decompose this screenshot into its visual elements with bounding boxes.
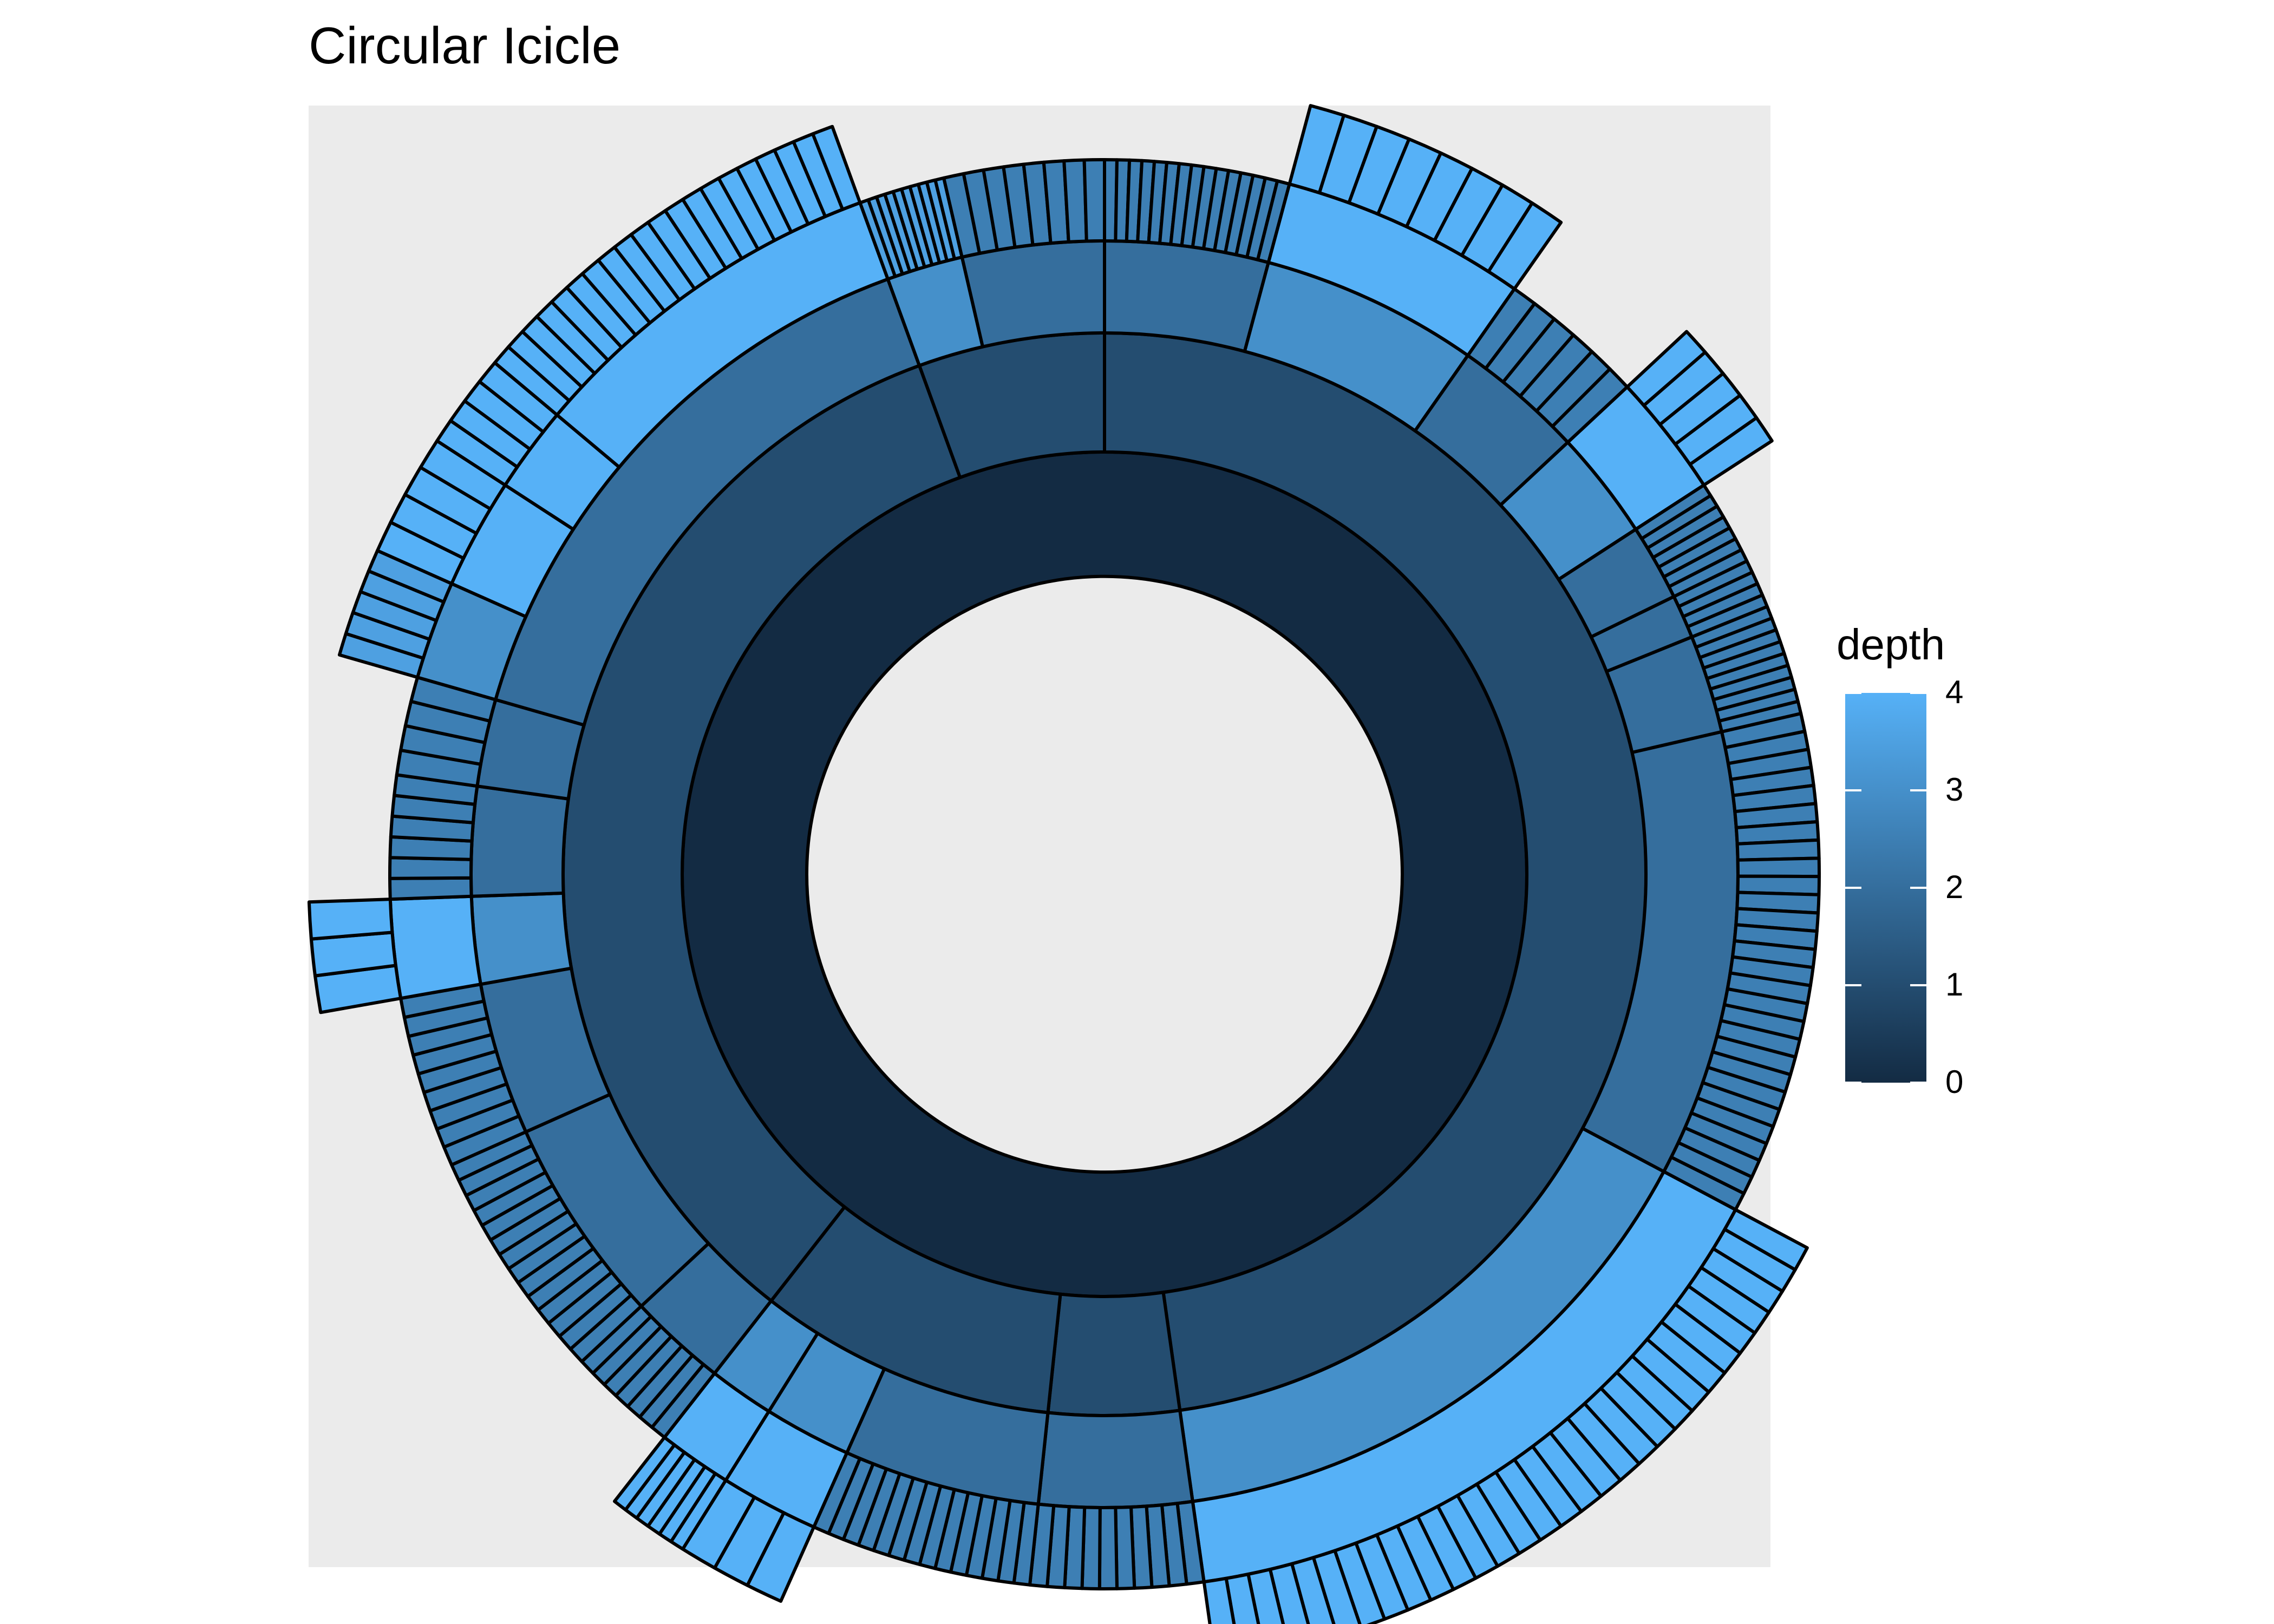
leaf-wedge: [307, 898, 394, 941]
leaf-wedge: [388, 876, 473, 901]
depth2-wedge: [1036, 1409, 1194, 1509]
depth1-wedge: [1046, 1291, 1182, 1417]
legend-title: depth: [1837, 620, 1945, 669]
leaf-wedge: [1736, 856, 1821, 879]
legend-tick-mark: [1845, 1082, 1861, 1084]
legend-tick-label: 3: [1945, 771, 1964, 808]
legend-tick-mark: [1910, 887, 1926, 889]
depth2-wedge: [469, 891, 573, 986]
legend-tick-mark: [1910, 1082, 1926, 1084]
legend-tick-mark: [1845, 984, 1861, 986]
depth2-wedge: [960, 239, 1106, 349]
legend-tick-label: 4: [1945, 674, 1964, 710]
root-ring: [681, 450, 1528, 1298]
legend-tick-mark: [1845, 789, 1861, 791]
legend-tick-mark: [1845, 692, 1861, 694]
legend-tick-label: 0: [1945, 1064, 1964, 1100]
depth2-wedge: [469, 784, 570, 898]
chart-title: Circular Icicle: [309, 17, 621, 75]
legend-tick-mark: [1910, 789, 1926, 791]
leaf-wedge: [1114, 1505, 1136, 1590]
legend-tick-mark: [1910, 984, 1926, 986]
depth3-wedge: [388, 894, 482, 1000]
legend-tick-label: 2: [1945, 869, 1964, 905]
leaf-wedge: [1082, 158, 1106, 243]
legend-tick-label: 1: [1945, 966, 1964, 1003]
legend-tick-mark: [1845, 887, 1861, 889]
legend-tick-mark: [1910, 692, 1926, 694]
leaf-wedge: [1097, 1505, 1119, 1591]
